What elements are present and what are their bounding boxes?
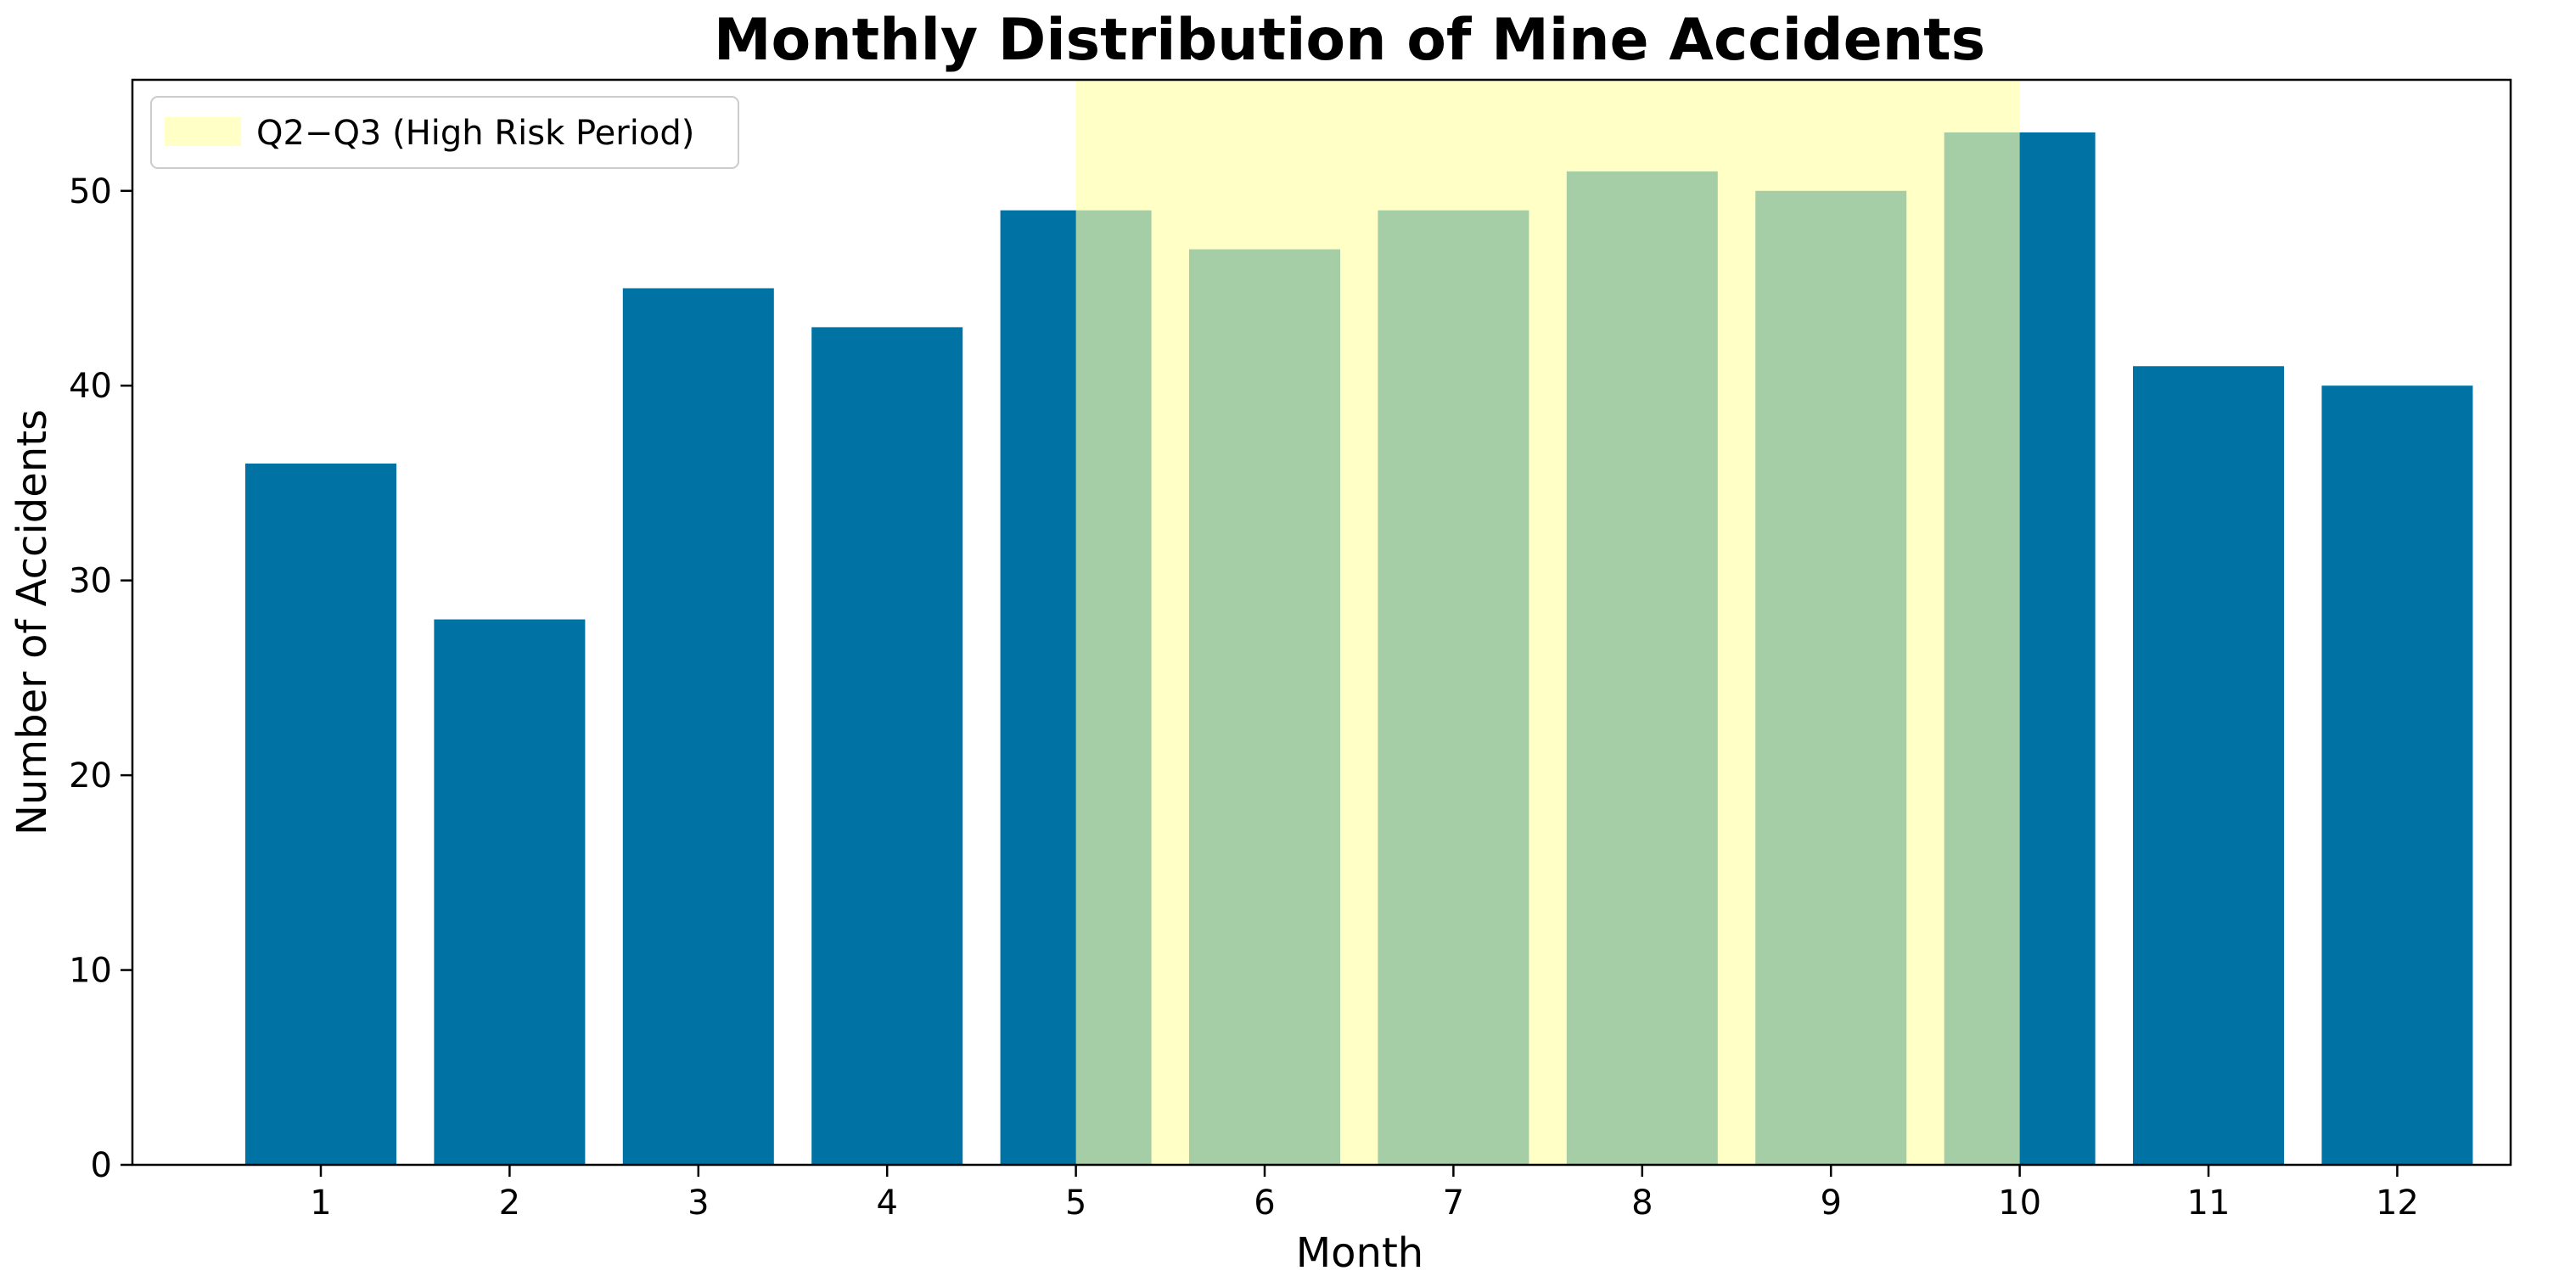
legend-swatch bbox=[165, 117, 241, 146]
highlight-span bbox=[1075, 80, 2020, 1165]
highlight-layer bbox=[1075, 80, 2020, 1165]
x-tick-label: 7 bbox=[1443, 1184, 1464, 1223]
chart-title: Monthly Distribution of Mine Accidents bbox=[714, 7, 1985, 74]
y-tick-label: 0 bbox=[91, 1146, 112, 1185]
x-axis-label: Month bbox=[1296, 1229, 1423, 1277]
x-axis: 1 2 3 4 5 6 7 8 9 10 11 12 bbox=[310, 1165, 2419, 1223]
bar-month-4 bbox=[811, 327, 963, 1165]
bar-month-3 bbox=[622, 288, 774, 1165]
y-axis-label: Number of Accidents bbox=[8, 409, 56, 835]
y-tick-label: 50 bbox=[69, 172, 112, 211]
x-tick-label: 10 bbox=[1998, 1184, 2041, 1223]
x-tick-label: 1 bbox=[310, 1184, 331, 1223]
legend-frame bbox=[150, 96, 739, 169]
legend-label: Q2−Q3 (High Risk Period) bbox=[256, 114, 694, 153]
x-tick-label: 3 bbox=[687, 1184, 709, 1223]
x-tick-label: 2 bbox=[499, 1184, 520, 1223]
y-tick-label: 20 bbox=[69, 756, 112, 796]
bar-month-12 bbox=[2321, 385, 2473, 1166]
bar-month-2 bbox=[434, 619, 586, 1165]
y-tick-label: 40 bbox=[69, 367, 112, 406]
bar-month-1 bbox=[245, 464, 396, 1165]
plot-frame bbox=[131, 78, 2512, 1167]
x-tick-label: 6 bbox=[1254, 1184, 1275, 1223]
x-tick-label: 4 bbox=[876, 1184, 897, 1223]
x-tick-label: 9 bbox=[1820, 1184, 1841, 1223]
x-tick-label: 8 bbox=[1631, 1184, 1653, 1223]
y-tick-label: 10 bbox=[69, 952, 112, 991]
x-tick-label: 5 bbox=[1065, 1184, 1086, 1223]
bar-month-11 bbox=[2133, 366, 2284, 1165]
y-tick-label: 30 bbox=[69, 562, 112, 601]
y-axis: 0 10 20 30 40 50 bbox=[69, 172, 132, 1185]
x-tick-label: 12 bbox=[2376, 1184, 2419, 1223]
legend: Q2−Q3 (High Risk Period) bbox=[150, 96, 739, 169]
x-tick-label: 11 bbox=[2187, 1184, 2231, 1223]
